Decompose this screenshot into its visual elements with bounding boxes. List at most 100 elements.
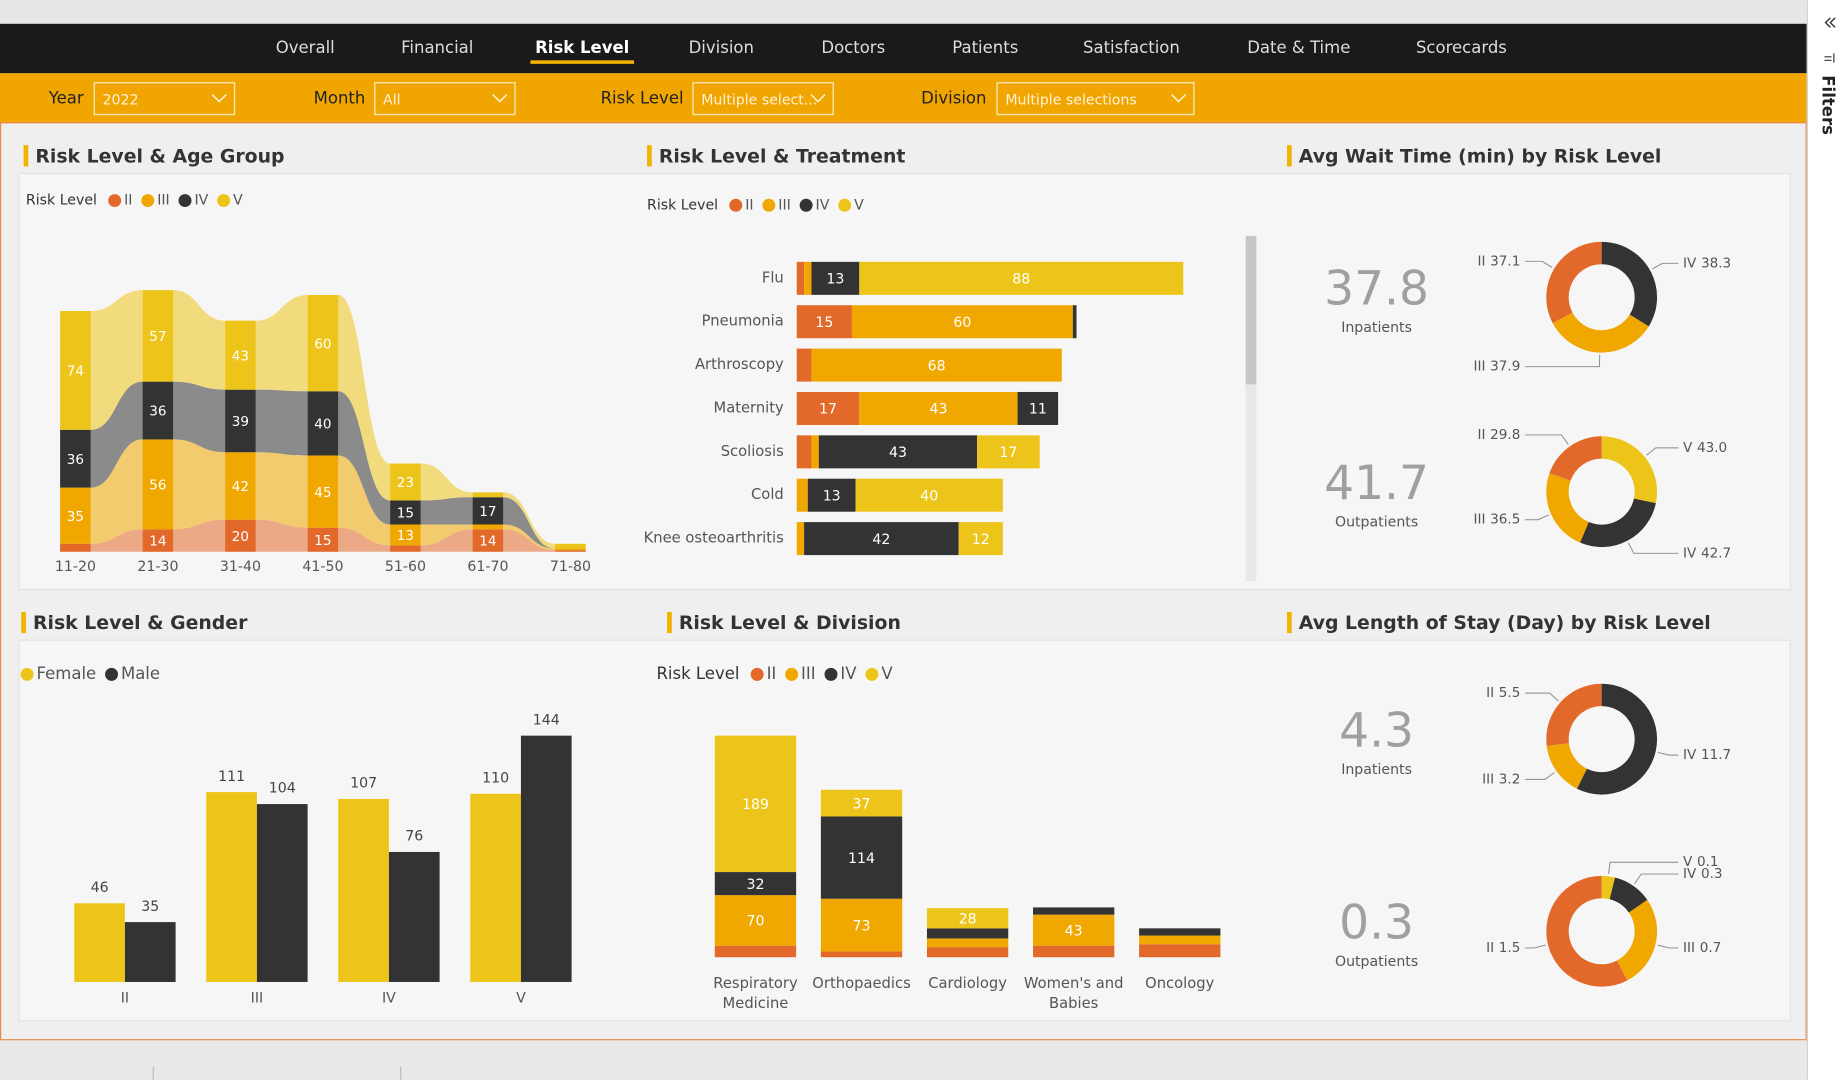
x-tick-label: Orthopaedics <box>812 973 911 992</box>
data-label: 43 <box>232 348 249 364</box>
data-label: 111 <box>218 769 245 785</box>
ribbon-column <box>307 391 339 456</box>
leader-line <box>1628 542 1679 554</box>
nav-tab[interactable]: Risk Level <box>535 38 629 57</box>
nav-tab[interactable]: Patients <box>952 38 1018 57</box>
ribbon <box>90 529 143 552</box>
ribbon <box>338 391 391 525</box>
scrollbar-thumb[interactable] <box>1245 235 1257 385</box>
x-tick-label: III <box>251 990 264 1006</box>
bar-segment <box>926 938 1009 948</box>
nav-tab[interactable]: Financial <box>401 38 473 57</box>
x-tick-label: 11-20 <box>55 559 96 575</box>
data-label: 57 <box>149 329 166 345</box>
legend-marker <box>838 198 852 212</box>
data-label: 70 <box>746 914 764 930</box>
ribbon-column <box>555 550 586 552</box>
donut-label: IV 11.7 <box>1683 747 1731 763</box>
nav-tab[interactable]: Date & Time <box>1247 38 1350 57</box>
expand-icon[interactable] <box>1824 17 1836 28</box>
donut-slice <box>1546 241 1602 324</box>
leader-line <box>1525 692 1559 702</box>
bar-segment <box>926 947 1009 958</box>
donut-slice <box>1552 312 1649 353</box>
legend-label: II <box>124 193 132 209</box>
bar-segment <box>977 435 1040 469</box>
bar-segment <box>820 898 903 952</box>
filter-dropdown[interactable] <box>692 82 834 116</box>
nav-tab[interactable]: Overall <box>276 38 335 57</box>
ribbon <box>420 529 473 552</box>
donut-slice <box>1546 743 1587 789</box>
x-tick-label: 21-30 <box>137 559 178 575</box>
category-name: IV <box>1683 545 1697 561</box>
ribbon-column <box>225 519 256 552</box>
donut-label: III 36.5 <box>1473 512 1520 528</box>
donut-slice <box>1601 241 1658 327</box>
value-label: 38.3 <box>1701 255 1731 271</box>
nav-tab[interactable]: Scorecards <box>1416 38 1507 57</box>
donut-slice <box>1601 436 1658 504</box>
ribbon <box>173 519 226 552</box>
bar-segment <box>855 478 1003 512</box>
bar-segment <box>714 735 797 873</box>
bar-segment <box>926 928 1009 939</box>
value-label: 0.7 <box>1700 940 1722 956</box>
nav-tab[interactable]: Doctors <box>821 38 885 57</box>
x-tick-label: 71-80 <box>550 559 591 575</box>
data-label: 114 <box>848 851 875 867</box>
bar-segment <box>804 261 812 295</box>
ribbon-column <box>390 524 421 546</box>
legend-label: III <box>157 193 170 209</box>
data-label: 15 <box>314 533 331 549</box>
ribbon-column <box>555 548 586 551</box>
chart-title: Avg Length of Stay (Day) by Risk Level <box>1299 613 1711 634</box>
bar-segment <box>1033 907 1115 915</box>
legend-marker <box>178 194 192 208</box>
filter-pane-title[interactable]: Filters <box>1818 75 1837 135</box>
filter-value: Multiple selections <box>1005 92 1136 108</box>
data-label: 39 <box>232 414 249 430</box>
legend-label: II <box>745 197 753 213</box>
nav-tab[interactable]: Satisfaction <box>1083 38 1180 57</box>
data-label: 40 <box>920 488 938 504</box>
x-tick-label: Respiratory Medicine <box>713 973 798 1012</box>
ribbon-column <box>555 543 586 549</box>
data-label: 144 <box>533 712 560 728</box>
ribbon-column <box>472 524 504 530</box>
bar-segment <box>859 391 1018 425</box>
panel <box>18 639 1791 1022</box>
donut-label: II 1.5 <box>1486 940 1520 956</box>
bar-segment <box>1033 945 1115 958</box>
leader-line <box>1525 514 1550 521</box>
data-label: 46 <box>91 880 109 896</box>
category-name: IV <box>1683 747 1697 763</box>
filter-dropdown[interactable] <box>374 82 516 116</box>
bar-segment <box>1139 944 1221 958</box>
nav-tab[interactable]: Division <box>689 38 754 57</box>
legend-marker <box>824 667 838 681</box>
value-label: 37.1 <box>1490 253 1520 269</box>
chart-title: Avg Wait Time (min) by Risk Level <box>1299 146 1662 167</box>
filter-dropdown[interactable] <box>996 82 1195 116</box>
y-tick-label: Pneumonia <box>702 313 784 330</box>
bar-segment <box>796 348 812 382</box>
ribbon <box>255 452 308 528</box>
data-label: 110 <box>482 770 509 786</box>
bar-segment <box>820 816 903 899</box>
data-label: 60 <box>314 336 331 352</box>
bar <box>74 903 125 982</box>
category-name: II <box>1477 427 1485 443</box>
data-label: 13 <box>397 528 414 544</box>
x-tick-label: Cardiology <box>928 973 1007 992</box>
legend-marker <box>785 667 799 681</box>
value-label: 3.2 <box>1499 771 1521 787</box>
bar-segment <box>820 951 903 958</box>
bar-segment <box>859 261 1184 295</box>
filter-value: 2022 <box>103 92 139 108</box>
data-label: 60 <box>953 315 971 331</box>
filter-dropdown[interactable] <box>93 82 236 116</box>
ribbon-column <box>472 529 504 552</box>
value-label: 36.5 <box>1490 512 1520 528</box>
leader-line <box>1657 944 1679 949</box>
